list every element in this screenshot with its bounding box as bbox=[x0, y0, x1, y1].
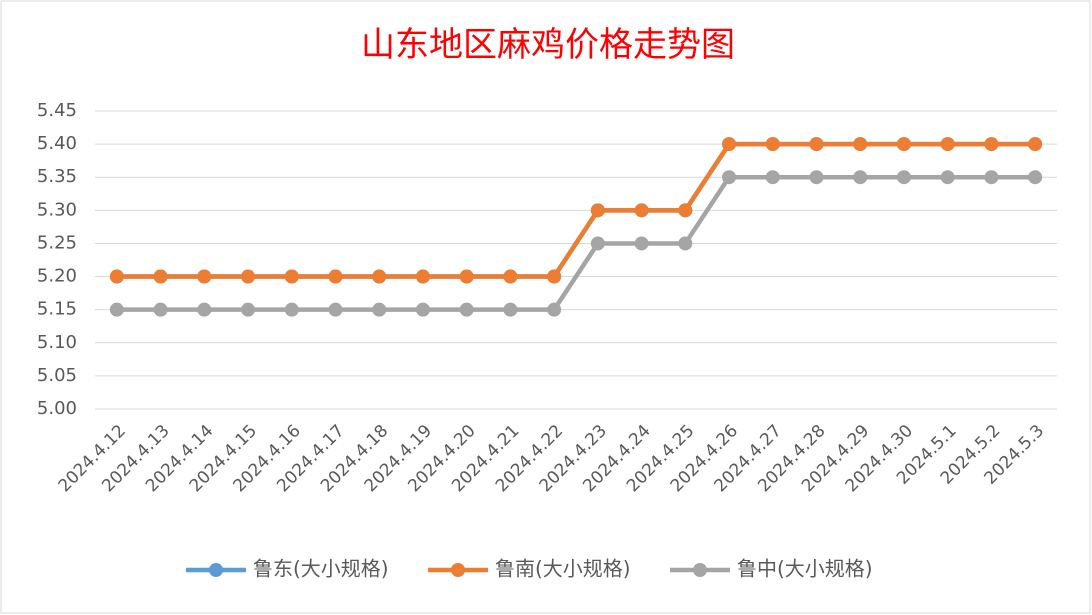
y-tick-label: 5.40 bbox=[37, 133, 77, 154]
series-line bbox=[116, 174, 1036, 312]
data-point bbox=[372, 269, 387, 284]
data-point bbox=[984, 170, 999, 185]
data-point bbox=[503, 269, 518, 284]
y-tick-label: 5.45 bbox=[37, 100, 77, 121]
data-point bbox=[984, 137, 999, 152]
data-point bbox=[809, 137, 824, 152]
data-point bbox=[590, 203, 605, 218]
data-point bbox=[415, 269, 430, 284]
data-point bbox=[109, 302, 124, 317]
data-point bbox=[241, 269, 256, 284]
data-point bbox=[503, 302, 518, 317]
data-point bbox=[896, 170, 911, 185]
data-point bbox=[722, 137, 737, 152]
legend-label: 鲁南(大小规格) bbox=[495, 557, 631, 581]
y-tick-label: 5.05 bbox=[37, 365, 77, 386]
data-point bbox=[896, 137, 911, 152]
y-tick-label: 5.30 bbox=[37, 199, 77, 220]
data-point bbox=[241, 302, 256, 317]
data-point bbox=[678, 203, 693, 218]
data-point bbox=[284, 269, 299, 284]
data-point bbox=[459, 269, 474, 284]
legend-marker bbox=[693, 563, 707, 577]
data-point bbox=[153, 302, 168, 317]
data-point bbox=[459, 302, 474, 317]
data-point bbox=[153, 269, 168, 284]
legend-marker bbox=[451, 563, 465, 577]
data-point bbox=[853, 170, 868, 185]
data-point bbox=[372, 302, 387, 317]
data-point bbox=[809, 170, 824, 185]
data-point bbox=[328, 302, 343, 317]
series-line bbox=[116, 141, 1036, 279]
data-point bbox=[853, 137, 868, 152]
data-point bbox=[940, 137, 955, 152]
y-tick-label: 5.00 bbox=[37, 398, 77, 419]
data-point bbox=[1028, 137, 1043, 152]
legend-marker bbox=[209, 563, 223, 577]
chart-title: 山东地区麻鸡价格走势图 bbox=[361, 25, 735, 65]
data-point bbox=[1028, 170, 1043, 185]
data-point bbox=[547, 302, 562, 317]
y-tick-label: 5.25 bbox=[37, 232, 77, 253]
data-point bbox=[722, 170, 737, 185]
data-point bbox=[109, 269, 124, 284]
data-point bbox=[547, 269, 562, 284]
data-point bbox=[634, 236, 649, 251]
y-tick-label: 5.35 bbox=[37, 166, 77, 187]
data-point bbox=[634, 203, 649, 218]
y-tick-label: 5.10 bbox=[37, 332, 77, 353]
data-point bbox=[284, 302, 299, 317]
data-point bbox=[328, 269, 343, 284]
data-point bbox=[415, 302, 430, 317]
data-point bbox=[765, 170, 780, 185]
data-point bbox=[678, 236, 693, 251]
y-tick-label: 5.15 bbox=[37, 299, 77, 320]
data-point bbox=[765, 137, 780, 152]
data-point bbox=[197, 269, 212, 284]
y-tick-label: 5.20 bbox=[37, 266, 77, 287]
data-point bbox=[940, 170, 955, 185]
data-point bbox=[197, 302, 212, 317]
data-point bbox=[590, 236, 605, 251]
legend-label: 鲁东(大小规格) bbox=[253, 557, 389, 581]
legend-label: 鲁中(大小规格) bbox=[737, 557, 873, 581]
